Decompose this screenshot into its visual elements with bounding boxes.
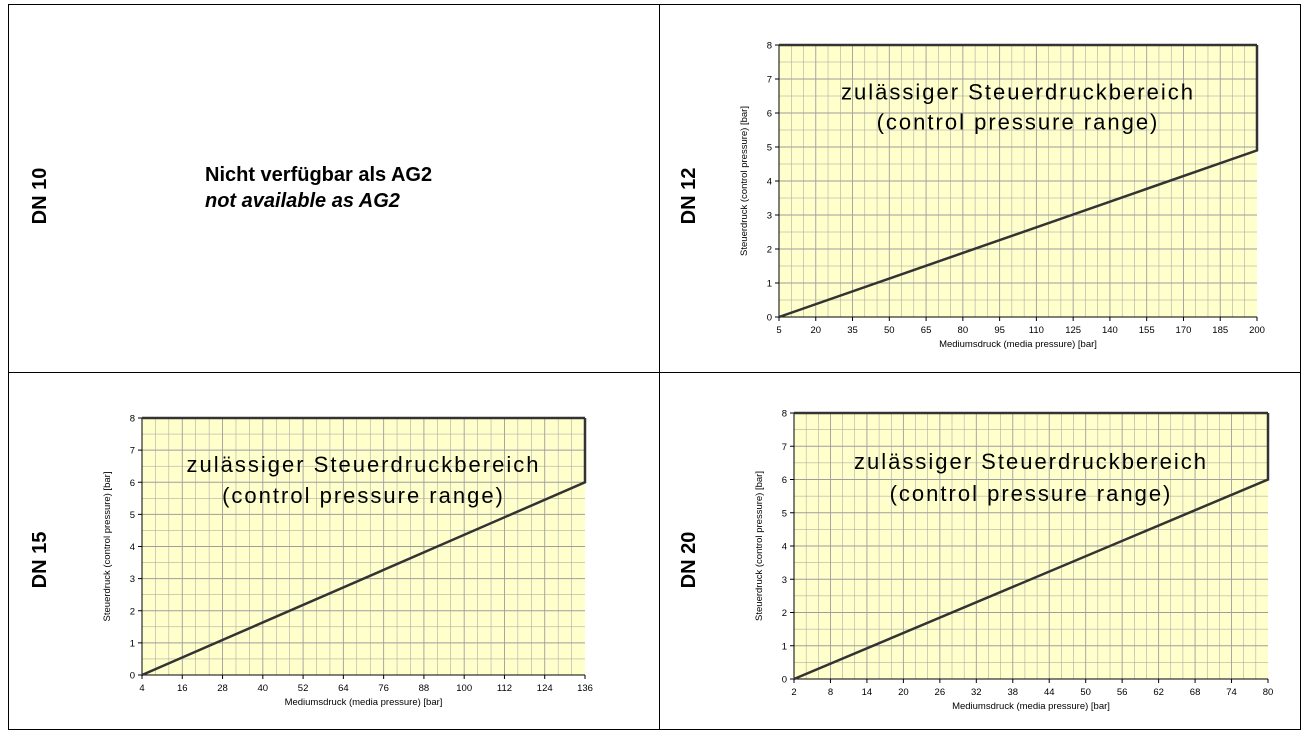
x-tick-label: 155 [1139,325,1155,336]
y-tick-label: 7 [782,442,787,453]
x-axis-title: Mediumsdruck (media pressure) [bar] [939,339,1097,350]
y-tick-label: 8 [130,414,135,425]
x-tick-label: 125 [1065,325,1081,336]
x-tick-label: 68 [1190,687,1201,698]
x-tick-label: 35 [847,325,858,336]
y-tick-label: 8 [782,409,787,420]
y-tick-label: 1 [767,279,772,290]
x-axis-title: Mediumsdruck (media pressure) [bar] [285,697,443,708]
x-tick-label: 74 [1226,687,1237,698]
range-annotation-en: (control pressure range) [890,481,1173,506]
y-tick-label: 1 [782,641,787,652]
y-tick-label: 6 [767,109,772,120]
table-border-top [8,4,1301,5]
y-tick-label: 3 [767,211,772,222]
not-available-note: Nicht verfügbar als AG2 not available as… [205,162,432,214]
x-tick-label: 124 [537,683,553,694]
y-tick-label: 0 [130,671,135,682]
y-tick-label: 5 [782,508,787,519]
x-tick-label: 136 [577,683,593,694]
y-tick-label: 3 [782,575,787,586]
y-tick-label: 2 [782,608,787,619]
x-tick-label: 20 [810,325,821,336]
x-tick-label: 8 [828,687,833,698]
x-tick-label: 2 [791,687,796,698]
x-axis-title: Mediumsdruck (media pressure) [bar] [952,701,1110,712]
y-tick-label: 4 [767,177,772,188]
x-tick-label: 56 [1117,687,1128,698]
y-tick-label: 3 [130,574,135,585]
table-border-middle-horizontal [8,372,1301,373]
x-tick-label: 100 [456,683,472,694]
x-tick-label: 32 [971,687,982,698]
table-border-bottom [8,729,1301,730]
x-tick-label: 65 [921,325,932,336]
range-annotation-de: zulässiger Steuerdruckbereich [854,449,1208,474]
row-label-dn12: DN 12 [678,167,700,225]
table-border-right [1300,4,1301,730]
table-border-middle-vertical [659,4,660,730]
x-tick-label: 52 [298,683,309,694]
x-tick-label: 50 [884,325,895,336]
y-tick-label: 0 [782,675,787,686]
not-available-de: Nicht verfügbar als AG2 [205,164,433,186]
y-tick-label: 7 [130,446,135,457]
y-tick-label: 8 [767,41,772,52]
y-tick-label: 6 [782,475,787,486]
y-axis-title: Steuerdruck (control pressure) [bar] [754,471,765,621]
x-tick-label: 185 [1212,325,1228,336]
x-tick-label: 76 [378,683,389,694]
x-tick-label: 80 [958,325,969,336]
row-label-dn15: DN 15 [29,531,51,589]
x-tick-label: 64 [338,683,349,694]
y-tick-label: 2 [767,245,772,256]
chart-dn15: 0 1 2 3 4 5 6 7 8 4 16 28 40 52 64 76 88 100 112 124 136 Medi… [102,414,593,709]
y-tick-label: 4 [130,542,135,553]
y-axis-title: Steuerdruck (control pressure) [bar] [739,106,750,256]
x-tick-label: 95 [994,325,1005,336]
y-tick-label: 5 [767,143,772,154]
x-tick-label: 5 [776,325,781,336]
y-tick-label: 4 [782,542,787,553]
range-annotation-en: (control pressure range) [877,109,1160,134]
x-tick-label: 80 [1263,687,1274,698]
x-tick-label: 50 [1080,687,1091,698]
not-available-en: not available as AG2 [205,190,400,212]
x-tick-label: 112 [497,683,512,694]
x-tick-label: 62 [1153,687,1164,698]
x-tick-label: 38 [1007,687,1018,698]
x-tick-label: 4 [139,683,144,694]
y-tick-label: 7 [767,75,772,86]
y-axis-title: Steuerdruck (control pressure) [bar] [102,472,113,622]
x-tick-label: 20 [898,687,909,698]
range-annotation-en: (control pressure range) [222,483,505,508]
x-tick-label: 26 [935,687,946,698]
x-tick-label: 140 [1102,325,1118,336]
x-tick-label: 88 [419,683,430,694]
row-label-dn10: DN 10 [29,167,51,225]
y-tick-label: 2 [130,606,135,617]
x-tick-label: 40 [258,683,269,694]
y-tick-label: 6 [130,478,135,489]
chart-dn12: 0 1 2 3 4 5 6 7 8 5 20 35 50 65 80 95 110 125 140 155 170 185… [739,41,1265,351]
x-tick-label: 200 [1249,325,1265,336]
y-tick-label: 0 [767,313,772,324]
x-tick-label: 44 [1044,687,1055,698]
datasheet-table: DN 10 DN 12 DN 15 DN 20 Nicht verfügbar … [8,4,1301,730]
table-border-left [8,4,9,730]
x-tick-label: 170 [1176,325,1192,336]
x-tick-label: 14 [862,687,873,698]
x-tick-label: 110 [1029,325,1044,336]
y-tick-label: 1 [130,638,135,649]
range-annotation-de: zulässiger Steuerdruckbereich [841,79,1195,104]
x-tick-label: 28 [217,683,228,694]
y-tick-label: 5 [130,510,135,521]
x-tick-label: 16 [177,683,188,694]
row-label-dn20: DN 20 [678,531,700,589]
range-annotation-de: zulässiger Steuerdruckbereich [187,452,541,477]
